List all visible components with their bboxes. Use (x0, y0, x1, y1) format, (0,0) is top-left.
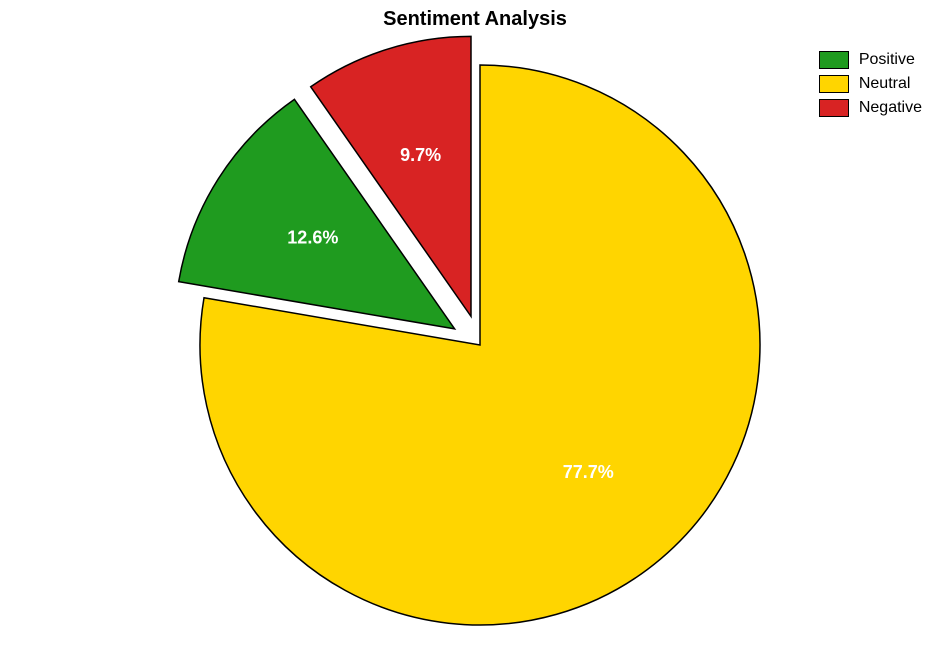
slice-label: 77.7% (563, 462, 614, 482)
legend-item: Positive (819, 48, 922, 72)
legend: PositiveNeutralNegative (819, 48, 922, 120)
legend-swatch (819, 99, 849, 117)
legend-label: Positive (859, 48, 915, 72)
legend-item: Negative (819, 96, 922, 120)
chart-container: Sentiment Analysis 77.7%12.6%9.7% Positi… (0, 0, 950, 662)
legend-swatch (819, 75, 849, 93)
legend-item: Neutral (819, 72, 922, 96)
slice-label: 9.7% (400, 145, 441, 165)
legend-label: Neutral (859, 72, 911, 96)
pie-chart: 77.7% 12.6% 9.7% (0, 0, 950, 662)
slice-label: 12.6% (287, 228, 338, 248)
legend-swatch (819, 51, 849, 69)
legend-label: Negative (859, 96, 922, 120)
